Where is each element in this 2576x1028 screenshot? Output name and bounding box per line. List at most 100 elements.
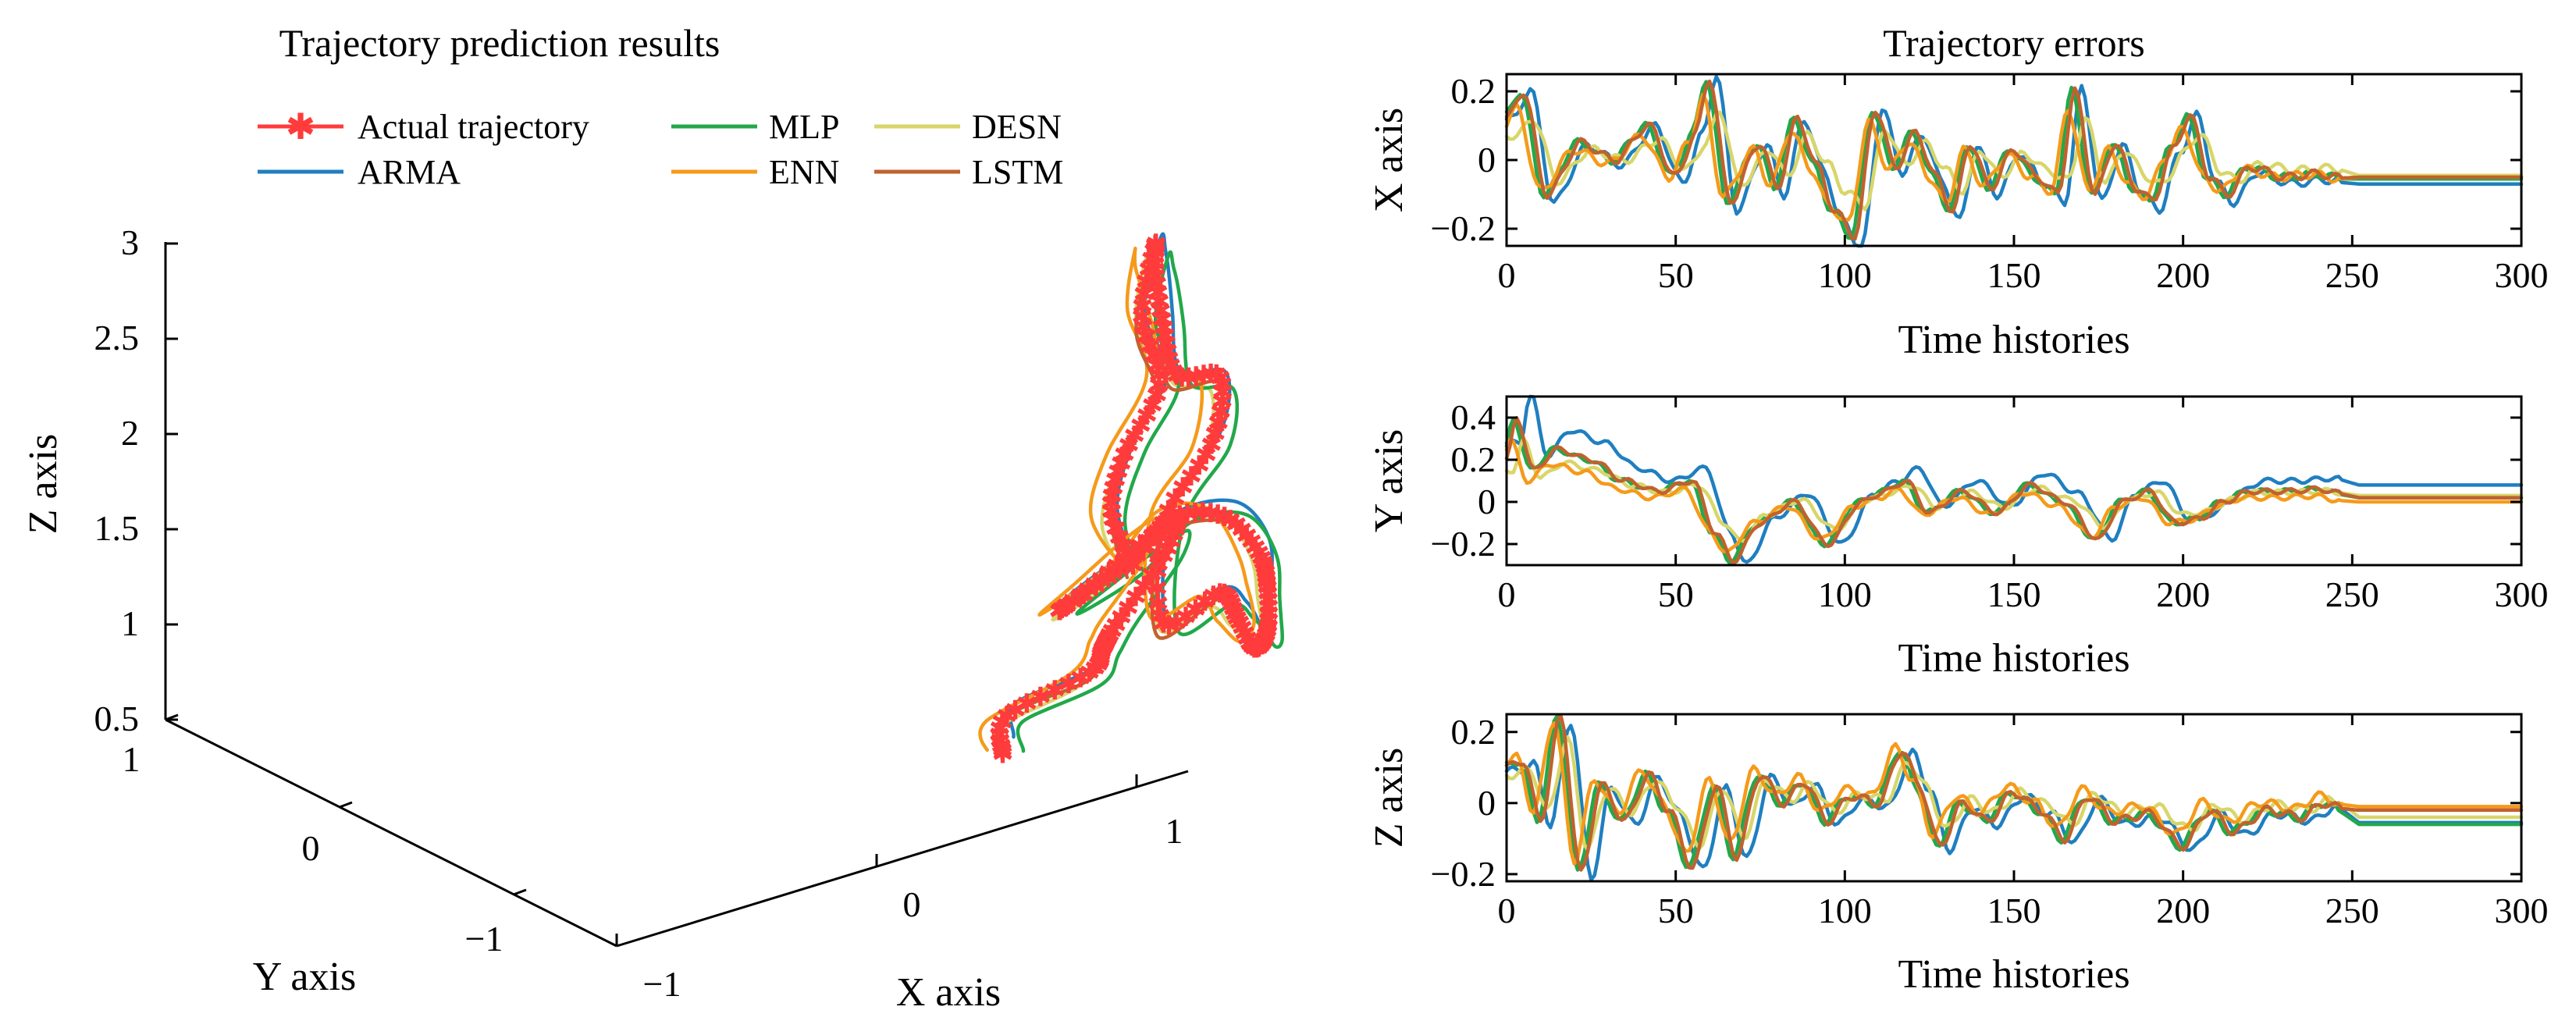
actual-marker: ✱ xyxy=(1101,482,1123,511)
xtick-label: 0 xyxy=(1498,574,1516,614)
actual-marker: ✱ xyxy=(1245,635,1268,664)
y-tick-mark xyxy=(513,888,527,896)
actual-marker: ✱ xyxy=(1148,362,1171,391)
actual-marker: ✱ xyxy=(1254,625,1276,654)
actual-marker: ✱ xyxy=(1144,244,1166,273)
actual-marker: ✱ xyxy=(1250,632,1272,661)
actual-marker: ✱ xyxy=(1162,357,1185,386)
x-error-series-group xyxy=(1504,74,2524,248)
actual-marker: ✱ xyxy=(1176,500,1199,529)
actual-marker: ✱ xyxy=(1140,561,1163,590)
actual-marker: ✱ xyxy=(1030,684,1052,713)
actual-marker: ✱ xyxy=(1257,580,1279,609)
xtick-label: 100 xyxy=(1818,574,1872,614)
actual-marker: ✱ xyxy=(1157,535,1179,564)
actual-marker: ✱ xyxy=(1148,288,1171,317)
actual-marker: ✱ xyxy=(1236,522,1258,551)
actual-marker: ✱ xyxy=(1143,343,1165,372)
actual-marker: ✱ xyxy=(1194,589,1216,617)
legend-label-desn: DESN xyxy=(972,108,1062,146)
actual-marker: ✱ xyxy=(1131,293,1154,322)
actual-marker: ✱ xyxy=(1258,593,1280,622)
xtick-label: 150 xyxy=(1987,891,2041,930)
x-error-chart: 0 50 100 150 200 250 300 0.2 0 −0.2 Time… xyxy=(1367,71,2549,362)
z-tick-label: 2 xyxy=(121,413,139,453)
actual-marker: ✱ xyxy=(1090,642,1112,671)
actual-marker: ✱ xyxy=(1205,361,1228,390)
xtick-label: 50 xyxy=(1658,574,1694,614)
y-tick-mark xyxy=(339,801,353,809)
actual-marker: ✱ xyxy=(1144,521,1166,550)
legend-label-arma: ARMA xyxy=(358,153,461,191)
actual-marker: ✱ xyxy=(1129,532,1151,561)
xtick-label: 50 xyxy=(1658,891,1694,930)
y-error-xtick-labels: 0 50 100 150 200 250 300 xyxy=(1498,574,2549,614)
actual-marker: ✱ xyxy=(1140,246,1163,275)
ytick-label: −0.2 xyxy=(1431,524,1496,564)
actual-marker: ✱ xyxy=(1105,553,1128,582)
ytick-label: 0 xyxy=(1478,783,1496,823)
series-line-enn xyxy=(1504,93,2524,222)
actual-marker: ✱ xyxy=(1044,677,1066,706)
actual-marker: ✱ xyxy=(1252,549,1275,578)
actual-marker: ✱ xyxy=(1241,633,1264,662)
actual-marker: ✱ xyxy=(1049,597,1072,626)
actual-marker: ✱ xyxy=(1143,237,1165,266)
z-error-xtick-labels: 0 50 100 150 200 250 300 xyxy=(1498,891,2549,930)
xtick-label: 150 xyxy=(1987,574,2041,614)
actual-marker: ✱ xyxy=(1256,574,1279,603)
xtick-label: 250 xyxy=(2325,255,2379,295)
actual-marker: ✱ xyxy=(991,741,1014,770)
actual-marker: ✱ xyxy=(1146,271,1169,300)
actual-marker: ✱ xyxy=(1146,382,1169,411)
actual-marker: ✱ xyxy=(989,715,1012,744)
legend-item-enn: ENN xyxy=(671,153,839,191)
actual-marker: ✱ xyxy=(1153,314,1176,343)
actual-marker: ✱ xyxy=(1083,571,1106,599)
z-tick-label: 1 xyxy=(121,603,139,643)
actual-marker: ✱ xyxy=(1231,516,1254,545)
x-ticks: −1 0 1 xyxy=(615,774,1183,1004)
x-error-ytick-labels: 0.2 0 −0.2 xyxy=(1431,71,1496,248)
actual-marker: ✱ xyxy=(1255,621,1278,650)
actual-marker: ✱ xyxy=(1133,280,1155,309)
actual-marker: ✱ xyxy=(1135,268,1158,297)
actual-marker: ✱ xyxy=(1076,576,1099,605)
actual-marker: ✱ xyxy=(1252,629,1275,658)
actual-marker: ✱ xyxy=(1185,363,1208,392)
actual-marker: ✱ xyxy=(1158,345,1180,374)
z-error-ytick-labels: 0.2 0 −0.2 xyxy=(1431,712,1496,894)
actual-marker: ✱ xyxy=(1193,361,1215,390)
ytick-label: 0.2 xyxy=(1451,439,1496,479)
actual-marker: ✱ xyxy=(1098,622,1121,651)
actual-marker: ✱ xyxy=(1180,463,1203,492)
actual-marker: ✱ xyxy=(1101,617,1124,646)
trajectory-3d-chart: Trajectory prediction results ✱ Actual t… xyxy=(21,21,1284,1015)
y-error-ylabel: Y axis xyxy=(1367,429,1411,532)
xtick-label: 300 xyxy=(2495,255,2549,295)
actual-marker: ✱ xyxy=(1122,552,1144,581)
actual-marker: ✱ xyxy=(1135,527,1158,556)
actual-marker: ✱ xyxy=(1119,547,1142,576)
y-error-xlabel: Time histories xyxy=(1898,636,2129,681)
actual-marker: ✱ xyxy=(1094,630,1117,659)
actual-marker: ✱ xyxy=(990,732,1012,761)
actual-marker: ✱ xyxy=(1083,655,1106,684)
actual-marker: ✱ xyxy=(1150,297,1172,326)
series-line-desn xyxy=(1504,436,2524,543)
actual-marker: ✱ xyxy=(1157,497,1179,526)
actual-marker: ✱ xyxy=(1202,582,1225,611)
actual-marker: ✱ xyxy=(1177,365,1200,393)
actual-marker: ✱ xyxy=(1147,551,1170,580)
actual-marker: ✱ xyxy=(1126,542,1148,571)
actual-marker: ✱ xyxy=(1201,431,1223,460)
actual-marker: ✱ xyxy=(1219,507,1242,535)
actual-marker: ✱ xyxy=(1149,514,1172,543)
actual-marker: ✱ xyxy=(1147,590,1169,619)
actual-marker: ✱ xyxy=(1247,634,1270,663)
z-error-chart: 0 50 100 150 200 250 300 0.2 0 −0.2 Time… xyxy=(1367,712,2549,997)
actual-marker: ✱ xyxy=(1255,564,1278,592)
actual-marker: ✱ xyxy=(1108,524,1131,553)
series-line-enn xyxy=(1504,721,2524,866)
actual-marker: ✱ xyxy=(1097,625,1119,654)
